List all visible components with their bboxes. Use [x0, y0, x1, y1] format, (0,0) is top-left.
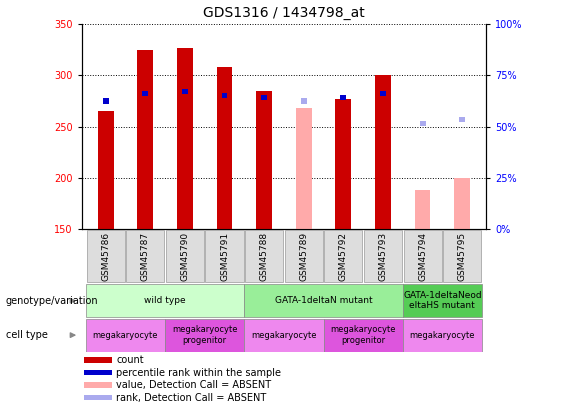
Text: GSM45794: GSM45794 [418, 232, 427, 281]
Text: genotype/variation: genotype/variation [6, 296, 98, 306]
Bar [256, 91, 272, 229]
FancyBboxPatch shape [324, 319, 403, 352]
Bar [459, 117, 465, 122]
Text: value, Detection Call = ABSENT: value, Detection Call = ABSENT [116, 380, 271, 390]
FancyBboxPatch shape [165, 319, 244, 352]
Bar [340, 95, 346, 100]
Bar [177, 48, 193, 229]
FancyBboxPatch shape [324, 230, 362, 282]
Text: percentile rank within the sample: percentile rank within the sample [116, 368, 281, 377]
Bar [454, 178, 470, 229]
Text: GSM45789: GSM45789 [299, 232, 308, 281]
Text: GSM45795: GSM45795 [458, 232, 467, 281]
FancyBboxPatch shape [206, 230, 244, 282]
Bar [84, 370, 111, 375]
Bar [182, 89, 188, 94]
Bar [336, 99, 351, 229]
Text: cell type: cell type [6, 330, 47, 340]
Text: GSM45788: GSM45788 [259, 232, 268, 281]
FancyBboxPatch shape [86, 319, 165, 352]
Text: GSM45787: GSM45787 [141, 232, 150, 281]
Text: megakaryocyte: megakaryocyte [93, 330, 158, 340]
Text: megakaryocyte: megakaryocyte [410, 330, 475, 340]
FancyBboxPatch shape [403, 284, 482, 317]
Bar [142, 91, 148, 96]
Bar [103, 98, 108, 104]
FancyBboxPatch shape [403, 319, 482, 352]
Text: GATA-1deltaN mutant: GATA-1deltaN mutant [275, 296, 372, 305]
Text: rank, Detection Call = ABSENT: rank, Detection Call = ABSENT [116, 393, 267, 403]
Text: GATA-1deltaNeod
eltaHS mutant: GATA-1deltaNeod eltaHS mutant [403, 291, 481, 310]
Bar [380, 91, 386, 96]
Bar [98, 111, 114, 229]
Bar [221, 93, 228, 98]
Bar [296, 108, 312, 229]
FancyBboxPatch shape [364, 230, 402, 282]
FancyBboxPatch shape [285, 230, 323, 282]
Bar [84, 395, 111, 401]
Text: GSM45790: GSM45790 [180, 232, 189, 281]
FancyBboxPatch shape [245, 230, 283, 282]
Text: megakaryocyte: megakaryocyte [251, 330, 316, 340]
Bar [216, 67, 232, 229]
Bar [375, 75, 391, 229]
Text: megakaryocyte
progenitor: megakaryocyte progenitor [172, 326, 237, 345]
FancyBboxPatch shape [403, 230, 441, 282]
Text: megakaryocyte
progenitor: megakaryocyte progenitor [331, 326, 396, 345]
FancyBboxPatch shape [127, 230, 164, 282]
FancyBboxPatch shape [244, 284, 403, 317]
Bar [261, 95, 267, 100]
Title: GDS1316 / 1434798_at: GDS1316 / 1434798_at [203, 6, 365, 21]
Bar [415, 190, 431, 229]
Bar [137, 50, 153, 229]
FancyBboxPatch shape [244, 319, 324, 352]
Bar [84, 357, 111, 363]
FancyBboxPatch shape [86, 230, 125, 282]
Text: GSM45793: GSM45793 [379, 232, 388, 281]
Text: GSM45791: GSM45791 [220, 232, 229, 281]
Text: wild type: wild type [144, 296, 186, 305]
FancyBboxPatch shape [166, 230, 204, 282]
Bar [301, 98, 307, 104]
FancyBboxPatch shape [86, 284, 244, 317]
Text: GSM45786: GSM45786 [101, 232, 110, 281]
FancyBboxPatch shape [443, 230, 481, 282]
Text: count: count [116, 355, 144, 365]
Bar [420, 121, 425, 126]
Text: GSM45792: GSM45792 [339, 232, 348, 281]
Bar [84, 382, 111, 388]
